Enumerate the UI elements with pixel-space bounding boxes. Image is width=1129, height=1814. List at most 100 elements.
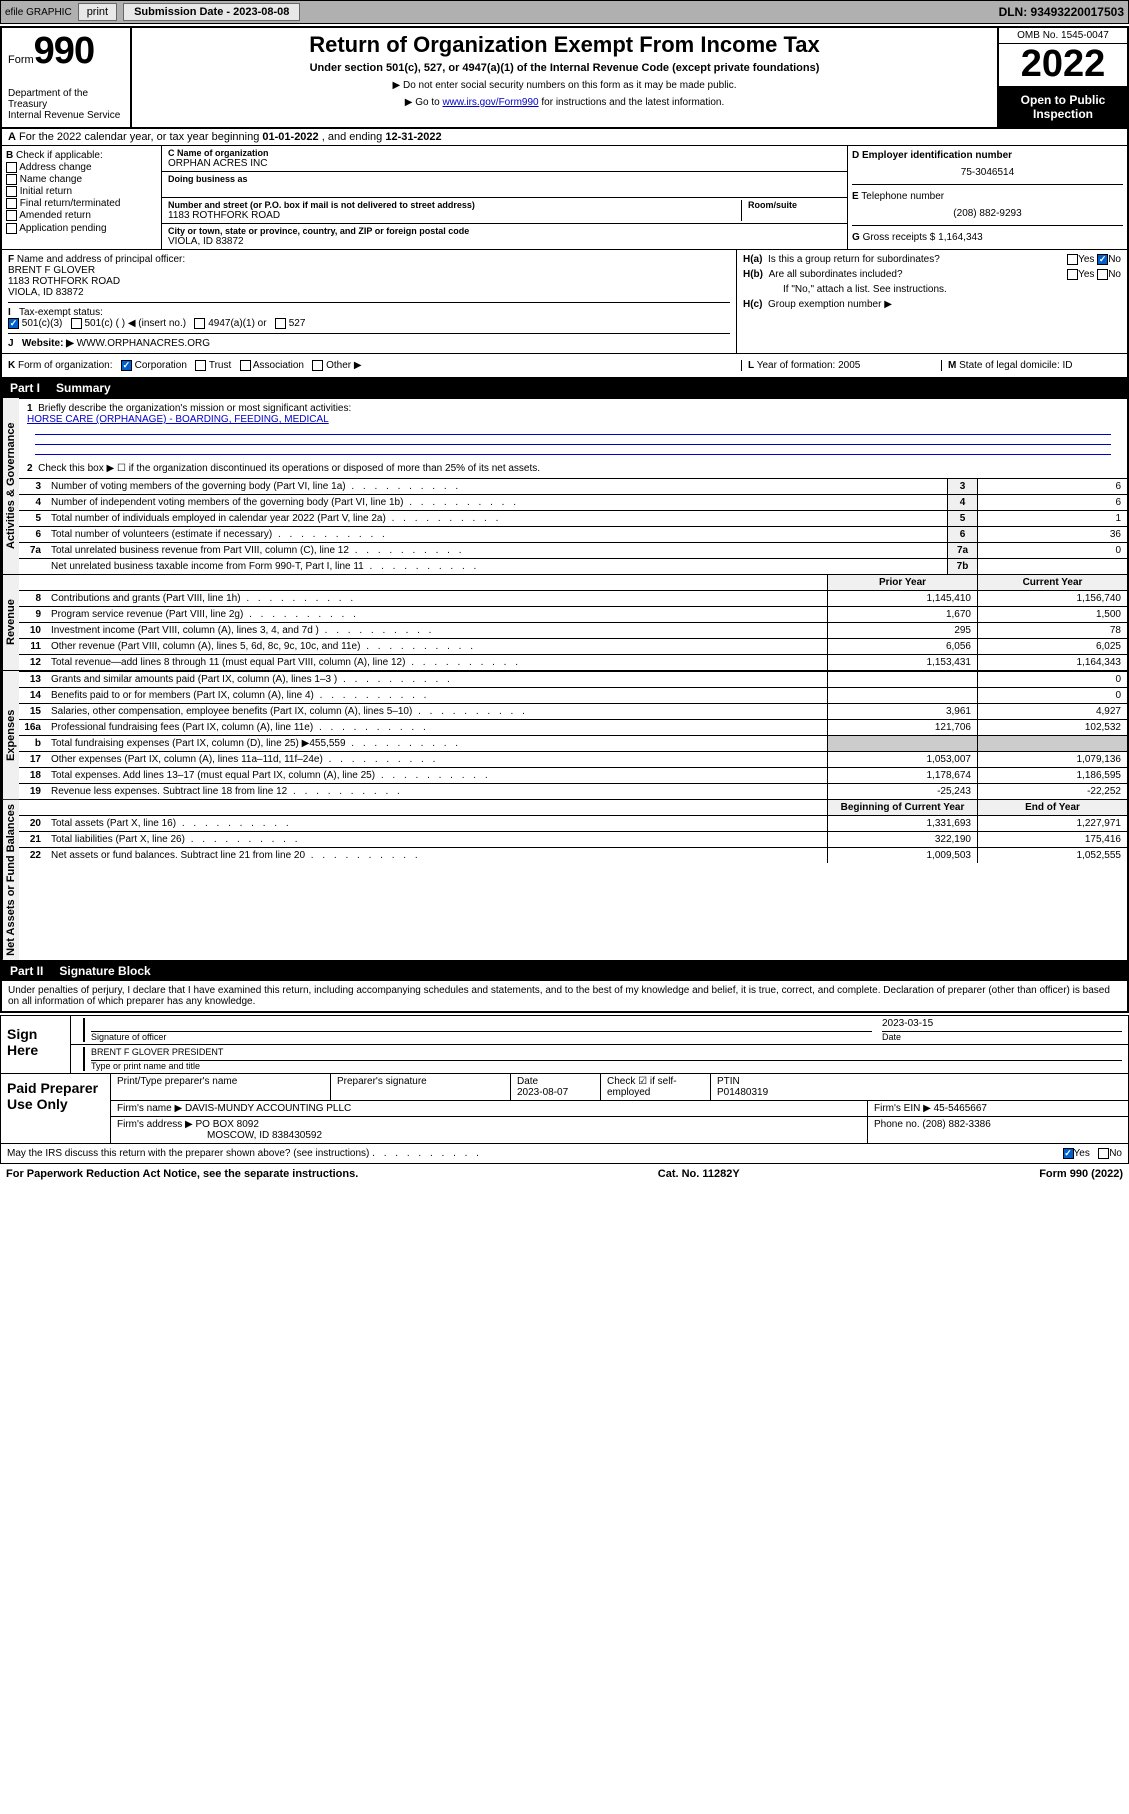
- cb-ha-no[interactable]: ✓: [1097, 254, 1108, 265]
- sig-officer-label: Signature of officer: [91, 1032, 872, 1042]
- cb-final-return[interactable]: Final return/terminated: [6, 198, 157, 209]
- row-a: A For the 2022 calendar year, or tax yea…: [2, 129, 1127, 146]
- cb-hb-no[interactable]: [1097, 269, 1108, 280]
- opt-527: 527: [289, 318, 306, 329]
- label-e: E: [852, 191, 859, 202]
- cb-initial-return[interactable]: Initial return: [6, 186, 157, 197]
- row-k: K Form of organization: ✓ Corporation Tr…: [8, 360, 741, 371]
- summary-line: 14 Benefits paid to or for members (Part…: [19, 687, 1127, 703]
- form-note-2: ▶ Go to www.irs.gov/Form990 for instruct…: [140, 97, 989, 108]
- phone-cell: E Telephone number (208) 882-9293: [852, 191, 1123, 226]
- ein-cell: D Employer identification number 75-3046…: [852, 150, 1123, 185]
- cb-amended[interactable]: Amended return: [6, 210, 157, 221]
- cb-corporation[interactable]: ✓: [121, 360, 132, 371]
- part1-title: Summary: [56, 381, 111, 395]
- firm-addr-cell: Firm's address ▶ PO BOX 8092MOSCOW, ID 8…: [111, 1117, 868, 1143]
- row-m: M State of legal domicile: ID: [941, 360, 1121, 371]
- cb-501c3[interactable]: ✓: [8, 318, 19, 329]
- print-button[interactable]: print: [78, 3, 117, 21]
- summary-line: 12 Total revenue—add lines 8 through 11 …: [19, 654, 1127, 670]
- form-org-label: Form of organization:: [18, 360, 113, 371]
- col-end-year: End of Year: [977, 800, 1127, 815]
- label-l: L: [748, 360, 754, 371]
- firm-name-cell: Firm's name ▶ DAVIS-MUNDY ACCOUNTING PLL…: [111, 1101, 868, 1116]
- firm-ein-cell: Firm's EIN ▶ 45-5465667: [868, 1101, 1128, 1116]
- pp-ptin-cell: PTINP01480319: [711, 1074, 1128, 1100]
- cb-4947[interactable]: [194, 318, 205, 329]
- opt-501c3: 501(c)(3): [22, 318, 63, 329]
- summary-line: 11 Other revenue (Part VIII, column (A),…: [19, 638, 1127, 654]
- irs-link[interactable]: www.irs.gov/Form990: [442, 97, 538, 108]
- summary-line: 5 Total number of individuals employed i…: [19, 510, 1127, 526]
- summary-line: 8 Contributions and grants (Part VIII, l…: [19, 590, 1127, 606]
- sig-date-box: 2023-03-15 Date: [872, 1018, 1122, 1042]
- mission-value[interactable]: HORSE CARE (ORPHANAGE) - BOARDING, FEEDI…: [27, 414, 329, 425]
- sign-here-label: Sign Here: [1, 1016, 71, 1073]
- pp-date: 2023-08-07: [517, 1087, 568, 1098]
- cb-trust[interactable]: [195, 360, 206, 371]
- firm-name: DAVIS-MUNDY ACCOUNTING PLLC: [185, 1103, 351, 1114]
- summary-line: 16a Professional fundraising fees (Part …: [19, 719, 1127, 735]
- label-hb: H(b): [743, 269, 763, 280]
- org-name-cell: C Name of organization ORPHAN ACRES INC: [162, 146, 847, 172]
- label-f: F: [8, 254, 14, 265]
- cb-hb-yes[interactable]: [1067, 269, 1078, 280]
- summary-line: 13 Grants and similar amounts paid (Part…: [19, 671, 1127, 687]
- label-i: I: [8, 307, 11, 318]
- hc-text: Group exemption number ▶: [768, 299, 892, 310]
- preparer-block: Paid Preparer Use Only Print/Type prepar…: [0, 1074, 1129, 1144]
- city-label: City or town, state or province, country…: [168, 226, 841, 236]
- pp-check-cell: Check ☑ if self-employed: [601, 1074, 711, 1100]
- form-990: Form990 Department of the Treasury Inter…: [0, 26, 1129, 1013]
- sig-name: BRENT F GLOVER PRESIDENT: [91, 1047, 1122, 1061]
- cb-527[interactable]: [275, 318, 286, 329]
- phone-value: (208) 882-9293: [852, 208, 1123, 219]
- header-left: Form990 Department of the Treasury Inter…: [2, 28, 132, 127]
- part1-num: Part I: [10, 381, 40, 395]
- summary-line: 7a Total unrelated business revenue from…: [19, 542, 1127, 558]
- tax-year: 2022: [999, 44, 1127, 87]
- cb-discuss-yes[interactable]: ✓: [1063, 1148, 1074, 1159]
- submission-date: Submission Date - 2023-08-08: [123, 3, 300, 21]
- cb-other[interactable]: [312, 360, 323, 371]
- opt-501c: 501(c) ( ) ◀ (insert no.): [84, 318, 186, 329]
- hb-text: Are all subordinates included?: [769, 269, 903, 280]
- label-g: G: [852, 232, 860, 243]
- tax-year-begin: 01-01-2022: [262, 131, 318, 143]
- cb-ha-yes[interactable]: [1067, 254, 1078, 265]
- mission-label: Briefly describe the organization's miss…: [38, 403, 351, 414]
- omb-number: OMB No. 1545-0047: [999, 28, 1127, 44]
- form-number: 990: [34, 30, 94, 72]
- cb-discuss-no[interactable]: [1098, 1148, 1109, 1159]
- cb-address-change[interactable]: Address change: [6, 162, 157, 173]
- form-note-1: ▶ Do not enter social security numbers o…: [140, 80, 989, 91]
- part2-title: Signature Block: [59, 964, 150, 978]
- section-b-checkboxes: B Check if applicable: Address change Na…: [2, 146, 162, 249]
- row-a-pre: For the 2022 calendar year, or tax year …: [19, 131, 262, 143]
- gross-value: 1,164,343: [938, 232, 983, 243]
- open-line1: Open to Public: [1001, 93, 1125, 107]
- summary-line: b Total fundraising expenses (Part IX, c…: [19, 735, 1127, 751]
- label-hc: H(c): [743, 299, 762, 310]
- ha-row: H(a) Is this a group return for subordin…: [743, 254, 1121, 265]
- vlabel-governance: Activities & Governance: [2, 398, 19, 574]
- label-ha: H(a): [743, 254, 762, 265]
- tax-exempt-label: Tax-exempt status:: [19, 307, 103, 318]
- line-2: 2 Check this box ▶ ☐ if the organization…: [19, 459, 1127, 478]
- vlabel-netassets: Net Assets or Fund Balances: [2, 800, 19, 960]
- form-word: Form: [8, 54, 34, 66]
- summary-line: 10 Investment income (Part VIII, column …: [19, 622, 1127, 638]
- summary-line: 21 Total liabilities (Part X, line 26)32…: [19, 831, 1127, 847]
- cb-name-change[interactable]: Name change: [6, 174, 157, 185]
- website-label: Website: ▶: [22, 338, 74, 349]
- cb-501c[interactable]: [71, 318, 82, 329]
- cb-association[interactable]: [240, 360, 251, 371]
- summary-line: 4 Number of independent voting members o…: [19, 494, 1127, 510]
- cb-pending[interactable]: Application pending: [6, 223, 157, 234]
- summary-line: 6 Total number of volunteers (estimate i…: [19, 526, 1127, 542]
- penalties-text: Under penalties of perjury, I declare th…: [2, 981, 1127, 1011]
- address-cell: Number and street (or P.O. box if mail i…: [162, 198, 847, 224]
- tax-year-end: 12-31-2022: [385, 131, 441, 143]
- label-d: D: [852, 150, 859, 161]
- summary-line: 15 Salaries, other compensation, employe…: [19, 703, 1127, 719]
